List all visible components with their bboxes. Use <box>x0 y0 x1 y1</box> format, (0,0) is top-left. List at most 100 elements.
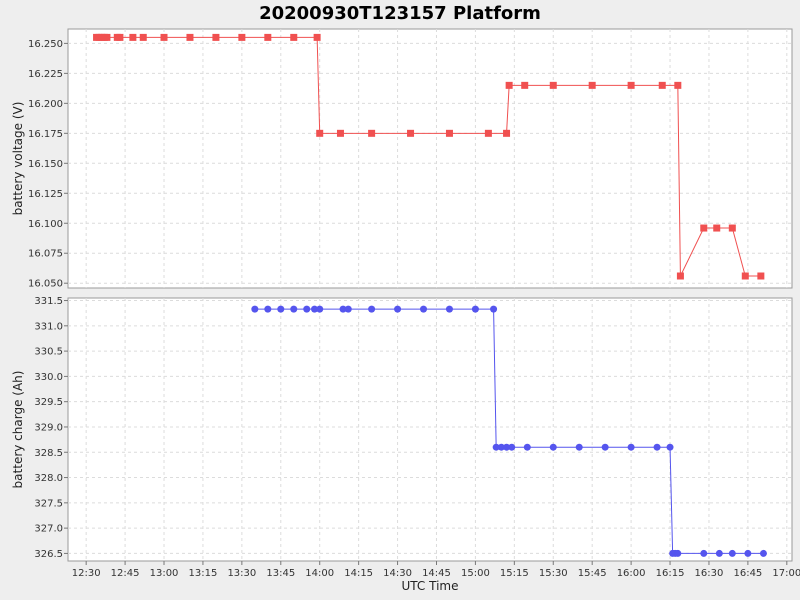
data-point <box>627 81 635 89</box>
data-point <box>484 129 492 137</box>
data-point <box>139 33 147 41</box>
data-point <box>549 443 557 451</box>
x-axis-label: UTC Time <box>402 579 459 593</box>
data-point <box>313 33 321 41</box>
y-tick-label: 328.5 <box>34 448 63 459</box>
data-point <box>251 305 259 313</box>
plot-area-1 <box>67 28 793 289</box>
x-tick-label: 16:00 <box>617 568 646 579</box>
y-tick-label: 331.0 <box>34 321 63 332</box>
x-tick-label: 14:45 <box>422 568 451 579</box>
x-tick-label: 14:15 <box>344 568 373 579</box>
data-point <box>700 224 708 232</box>
x-tick-label: 17:00 <box>772 568 800 579</box>
x-tick-label: 16:15 <box>656 568 685 579</box>
data-point <box>497 443 505 451</box>
data-point <box>316 305 324 313</box>
data-point <box>759 549 767 557</box>
y-tick-label: 328.0 <box>34 473 63 484</box>
plot-area-2 <box>67 297 793 562</box>
data-point <box>264 305 272 313</box>
data-point <box>505 81 513 89</box>
data-point <box>212 33 220 41</box>
y-tick-label: 16.075 <box>28 249 63 260</box>
x-tick-label: 15:30 <box>539 568 568 579</box>
x-tick-label: 15:45 <box>578 568 607 579</box>
data-point <box>728 549 736 557</box>
x-tick-label: 14:00 <box>305 568 334 579</box>
data-point <box>238 33 246 41</box>
data-point <box>674 549 682 557</box>
data-point <box>653 443 661 451</box>
data-point <box>523 443 531 451</box>
data-point <box>290 305 298 313</box>
x-tick-label: 13:00 <box>150 568 179 579</box>
data-point <box>757 272 765 280</box>
data-point <box>549 81 557 89</box>
data-point <box>336 129 344 137</box>
y-tick-label: 329.5 <box>34 397 63 408</box>
x-tick-label: 14:30 <box>383 568 412 579</box>
data-point <box>700 549 708 557</box>
y-tick-label: 16.250 <box>28 39 63 50</box>
y-axis-label-1: battery voltage (V) <box>11 102 25 216</box>
data-point <box>503 443 511 451</box>
data-point <box>503 129 511 137</box>
data-point <box>674 81 682 89</box>
data-point <box>471 305 479 313</box>
data-point <box>627 443 635 451</box>
x-tick-label: 13:45 <box>266 568 295 579</box>
x-tick-label: 12:45 <box>111 568 140 579</box>
data-point <box>676 272 684 280</box>
y-tick-label: 329.0 <box>34 422 63 433</box>
y-tick-label: 330.0 <box>34 372 63 383</box>
data-point <box>160 33 168 41</box>
y-tick-label: 330.5 <box>34 347 63 358</box>
data-point <box>741 272 749 280</box>
data-point <box>407 129 415 137</box>
data-point <box>715 549 723 557</box>
data-point <box>728 224 736 232</box>
y-tick-label: 16.050 <box>28 279 63 290</box>
data-point <box>368 129 376 137</box>
y-tick-label: 327.0 <box>34 524 63 535</box>
data-point <box>658 81 666 89</box>
x-tick-label: 15:15 <box>500 568 529 579</box>
data-point <box>277 305 285 313</box>
data-point <box>311 305 319 313</box>
y-tick-label: 16.175 <box>28 129 63 140</box>
data-point <box>116 33 124 41</box>
y-tick-label: 327.5 <box>34 498 63 509</box>
data-point <box>339 305 347 313</box>
x-tick-label: 15:00 <box>461 568 490 579</box>
data-point <box>445 129 453 137</box>
data-point <box>316 129 324 137</box>
y-tick-label: 16.100 <box>28 219 63 230</box>
x-tick-label: 13:15 <box>189 568 218 579</box>
data-point <box>368 305 376 313</box>
data-point <box>103 33 111 41</box>
x-tick-label: 13:30 <box>227 568 256 579</box>
data-point <box>290 33 298 41</box>
data-point <box>490 305 498 313</box>
y-tick-label: 16.200 <box>28 99 63 110</box>
y-tick-label: 16.225 <box>28 69 63 80</box>
data-point <box>303 305 311 313</box>
y-tick-label: 16.150 <box>28 159 63 170</box>
chart-title: 20200930T123157 Platform <box>259 3 541 24</box>
y-axis-label-2: battery charge (Ah) <box>11 371 25 489</box>
data-point <box>264 33 272 41</box>
data-point <box>521 81 529 89</box>
data-point <box>394 305 402 313</box>
data-point <box>713 224 721 232</box>
data-point <box>744 549 752 557</box>
data-point <box>508 443 516 451</box>
data-point <box>186 33 194 41</box>
data-point <box>601 443 609 451</box>
data-point <box>575 443 583 451</box>
y-tick-label: 326.5 <box>34 549 63 560</box>
y-tick-label: 331.5 <box>34 296 63 307</box>
y-tick-label: 16.125 <box>28 189 63 200</box>
data-point <box>588 81 596 89</box>
